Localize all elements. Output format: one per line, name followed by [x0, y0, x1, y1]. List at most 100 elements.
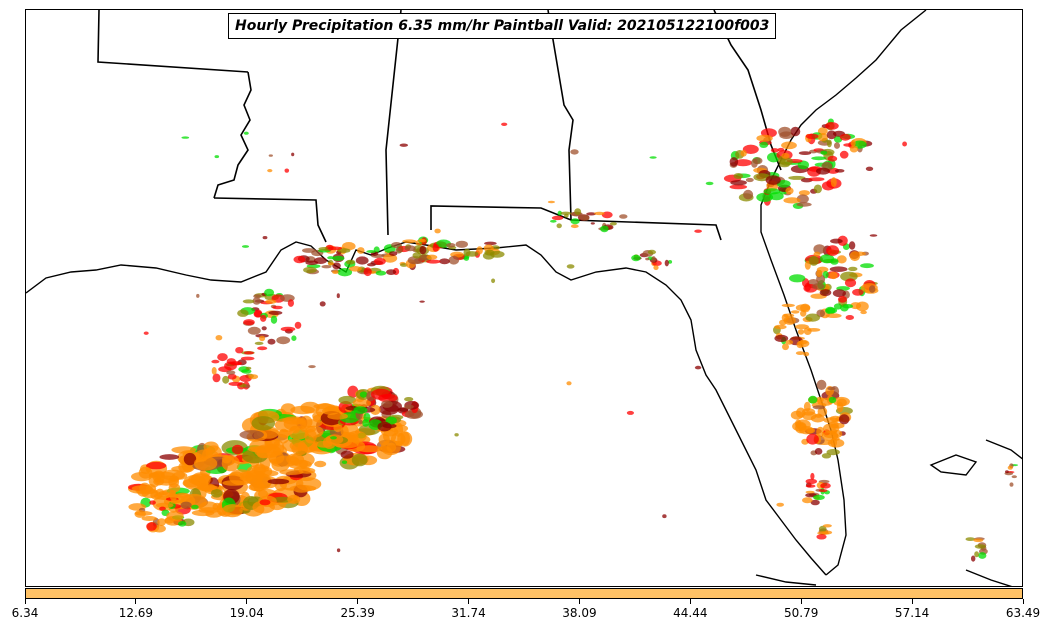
precip-blob	[774, 334, 789, 342]
precip-blob	[245, 366, 252, 370]
precip-blob	[651, 256, 656, 263]
precip-blob	[790, 126, 801, 137]
precip-blob	[337, 248, 351, 254]
precip-blob	[302, 248, 316, 253]
colorbar	[25, 588, 1023, 599]
precip-blob	[799, 426, 814, 435]
precip-blob	[815, 413, 822, 418]
precip-blob	[664, 259, 669, 267]
precip-blob	[765, 175, 781, 185]
precip-blob	[491, 278, 496, 284]
precip-blob	[1005, 470, 1009, 474]
precip-blob	[370, 388, 392, 400]
colorbar-tick	[1022, 599, 1024, 604]
precip-blob	[191, 472, 211, 487]
precip-blob	[242, 299, 255, 304]
precip-blob	[183, 452, 197, 466]
precip-blob	[733, 173, 744, 179]
precip-blob	[837, 296, 848, 303]
colorbar-tick	[911, 599, 913, 604]
precip-blob	[287, 494, 301, 504]
precip-blob	[267, 478, 290, 485]
precip-blob	[448, 255, 460, 265]
precip-blob	[231, 444, 244, 455]
precip-blob	[399, 143, 408, 147]
precip-blob	[759, 141, 769, 148]
precip-blob	[363, 267, 372, 277]
precip-blob	[965, 537, 976, 541]
precip-blob	[808, 395, 818, 404]
precip-blob	[240, 356, 255, 361]
precip-blob	[694, 365, 702, 370]
precip-blob	[626, 410, 635, 415]
precip-blob	[419, 245, 427, 255]
precip-blob	[869, 285, 876, 293]
precip-blob	[826, 139, 832, 148]
precip-blob	[196, 293, 200, 298]
precip-blob	[446, 243, 456, 248]
precip-blob	[586, 212, 597, 216]
precip-blob	[818, 525, 827, 533]
precip-blob	[782, 343, 789, 351]
precip-blob	[340, 450, 354, 459]
precip-blob	[356, 445, 383, 453]
precip-blob	[609, 222, 617, 226]
precip-blob	[745, 177, 754, 183]
precip-blob	[224, 361, 237, 371]
precip-blob	[849, 251, 861, 262]
precip-blob	[149, 500, 156, 505]
precip-blob	[653, 265, 659, 271]
precip-blob	[327, 262, 335, 266]
precip-blob	[805, 313, 820, 322]
precip-blob	[802, 497, 813, 504]
precip-blob	[377, 421, 392, 432]
precip-blob	[777, 147, 785, 152]
precip-blob	[212, 373, 221, 383]
precip-blob	[827, 155, 838, 162]
colorbar-tick-label: 38.09	[562, 606, 597, 620]
precip-blob	[829, 271, 838, 280]
precip-blob	[827, 386, 836, 391]
precip-blob	[797, 329, 805, 335]
precip-blob	[243, 319, 255, 326]
precip-blob	[1009, 482, 1014, 487]
precip-blob	[566, 381, 572, 386]
bahamas-island-2	[985, 439, 1022, 460]
precip-blob	[374, 257, 386, 265]
precip-blob	[253, 294, 262, 299]
precip-blob	[455, 240, 468, 248]
precip-blob	[817, 133, 829, 142]
precip-blob	[805, 490, 815, 494]
precip-blob	[803, 351, 810, 357]
precip-blob	[211, 359, 220, 364]
precip-blob	[828, 396, 837, 404]
precip-blob	[798, 151, 812, 156]
precip-blob	[705, 181, 714, 186]
precip-blob	[796, 341, 804, 349]
precip-blob	[439, 258, 450, 265]
precip-blob	[210, 489, 223, 498]
precip-blob	[819, 289, 832, 297]
louisiana-coast	[26, 241, 427, 294]
precip-blob	[770, 148, 779, 153]
precip-blob	[667, 260, 673, 264]
precip-blob	[756, 192, 774, 202]
precip-blob	[367, 263, 376, 267]
precip-blob	[170, 499, 180, 504]
precip-blob	[826, 449, 840, 456]
precip-blob	[280, 403, 296, 415]
colorbar-tick-label: 25.39	[340, 606, 375, 620]
precip-blob	[570, 149, 579, 155]
precip-blob	[180, 501, 192, 509]
precip-blob	[785, 187, 794, 195]
precip-blob	[816, 534, 827, 540]
precip-blob	[404, 245, 416, 252]
precip-blob	[694, 229, 702, 233]
precip-blob	[808, 255, 819, 266]
precip-blob	[138, 466, 153, 479]
precip-blob	[286, 453, 305, 466]
precip-blob	[215, 335, 223, 341]
precip-blob	[272, 305, 283, 310]
precip-blob	[332, 270, 339, 275]
precip-blob	[795, 419, 802, 428]
